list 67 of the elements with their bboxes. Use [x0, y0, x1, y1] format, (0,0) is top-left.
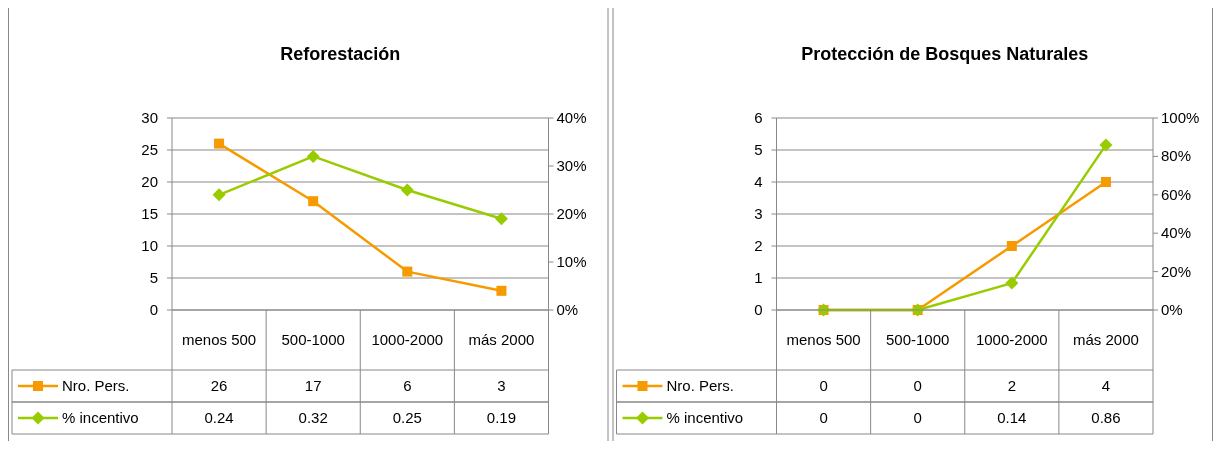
legend-label: % incentivo	[62, 409, 139, 426]
point	[1005, 276, 1019, 290]
point	[306, 149, 320, 163]
data-label: 0.25	[392, 409, 422, 426]
data-label: 2	[1007, 377, 1016, 394]
data-label: 17	[304, 377, 322, 394]
data-label: 0	[913, 377, 922, 394]
x-tick-label: más 2000	[468, 331, 535, 348]
legend-label: Nro. Pers.	[666, 377, 735, 394]
y2-tick-label: 100%	[1161, 109, 1200, 126]
y2-tick-label: 40%	[556, 109, 587, 126]
point	[1100, 177, 1111, 187]
y2-tick-label: 20%	[556, 205, 587, 222]
y-tick-label: 5	[754, 141, 763, 158]
data-label: 0	[913, 409, 922, 426]
y-tick-label: 10	[141, 237, 158, 254]
data-label: 0.24	[204, 409, 234, 426]
data-label: 26	[210, 377, 228, 394]
y-tick-label: 0	[754, 301, 763, 318]
data-label: 0.32	[298, 409, 328, 426]
point	[1099, 138, 1113, 152]
y-tick-label: 1	[754, 269, 763, 286]
y-tick-label: 15	[141, 205, 158, 222]
x-tick-label: 500-1000	[885, 331, 950, 348]
point	[400, 183, 414, 197]
y-tick-label: 25	[141, 141, 158, 158]
y-tick-label: 0	[149, 301, 158, 318]
x-tick-label: 1000-2000	[975, 331, 1048, 348]
data-label: 6	[403, 377, 412, 394]
data-label: 0.19	[486, 409, 517, 426]
y2-tick-label: 0%	[1161, 301, 1183, 318]
point	[212, 188, 226, 202]
data-label: 3	[497, 377, 506, 394]
y2-tick-label: 0%	[556, 301, 579, 318]
x-tick-label: más 2000	[1073, 331, 1139, 348]
chart-title: Reforestación	[280, 44, 401, 64]
x-tick-label: menos 500	[181, 331, 257, 348]
y-tick-label: 5	[149, 269, 158, 286]
data-label: 0	[819, 377, 828, 394]
legend-label: Nro. Pers.	[62, 377, 130, 394]
data-label: 0.86	[1091, 409, 1121, 426]
data-label: 0.14	[997, 409, 1027, 426]
point	[494, 212, 508, 226]
point	[496, 285, 507, 296]
y2-tick-label: 60%	[1161, 185, 1192, 203]
chart-title: Protección de Bosques Naturales	[801, 44, 1089, 64]
y-tick-label: 3	[754, 205, 763, 222]
x-tick-label: 1000-2000	[371, 331, 444, 348]
y2-tick-label: 80%	[1161, 147, 1192, 165]
y2-tick-label: 10%	[556, 253, 587, 270]
legend-label: % incentivo	[666, 409, 744, 426]
point	[402, 266, 413, 277]
y-tick-label: 20	[141, 173, 158, 190]
y2-tick-label: 30%	[556, 157, 587, 174]
x-tick-label: menos 500	[786, 331, 861, 348]
data-label: 4	[1101, 377, 1111, 394]
y-tick-label: 6	[754, 109, 763, 126]
point	[214, 138, 225, 149]
y-tick-label: 4	[754, 173, 763, 190]
data-label: 0	[819, 409, 828, 426]
y2-tick-label: 20%	[1161, 262, 1192, 280]
y-tick-label: 30	[141, 109, 158, 126]
y-tick-label: 2	[754, 237, 763, 254]
x-tick-label: 500-1000	[281, 331, 345, 348]
point	[1006, 241, 1017, 251]
point	[308, 196, 319, 207]
y2-tick-label: 40%	[1161, 224, 1192, 242]
